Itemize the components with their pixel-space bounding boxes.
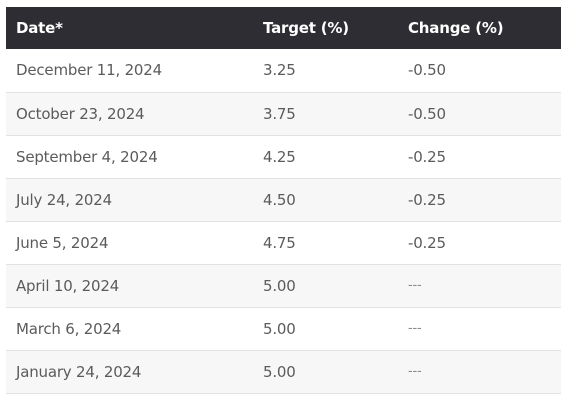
cell-date: September 4, 2024 [16, 147, 158, 166]
cell-change: --- [408, 278, 422, 293]
table-row: December 11, 2024 3.25 -0.50 [6, 49, 561, 92]
column-header-change: Change (%) [408, 19, 504, 37]
cell-change: -0.25 [408, 190, 446, 209]
cell-target: 5.00 [263, 362, 296, 381]
cell-date: July 24, 2024 [16, 190, 112, 209]
cell-target: 3.75 [263, 104, 296, 123]
cell-date: April 10, 2024 [16, 276, 120, 295]
table-row: July 24, 2024 4.50 -0.25 [6, 178, 561, 221]
cell-target: 4.75 [263, 233, 296, 252]
table-header: Date* Target (%) Change (%) [6, 7, 561, 49]
column-header-date: Date* [16, 19, 63, 37]
cell-target: 4.50 [263, 190, 296, 209]
table-row: June 5, 2024 4.75 -0.25 [6, 221, 561, 264]
rate-history-table: Date* Target (%) Change (%) December 11,… [6, 7, 561, 394]
table-row: March 6, 2024 5.00 --- [6, 307, 561, 350]
cell-target: 3.25 [263, 61, 296, 80]
table-row: October 23, 2024 3.75 -0.50 [6, 92, 561, 135]
cell-target: 4.25 [263, 147, 296, 166]
cell-change: -0.50 [408, 61, 446, 80]
table-row: September 4, 2024 4.25 -0.25 [6, 135, 561, 178]
cell-date: March 6, 2024 [16, 319, 122, 338]
cell-target: 5.00 [263, 319, 296, 338]
cell-change: -0.25 [408, 233, 446, 252]
table-body: December 11, 2024 3.25 -0.50 October 23,… [6, 49, 561, 393]
cell-change: --- [408, 321, 422, 336]
column-header-target: Target (%) [263, 19, 349, 37]
cell-date: October 23, 2024 [16, 104, 145, 123]
cell-change: -0.50 [408, 104, 446, 123]
cell-target: 5.00 [263, 276, 296, 295]
cell-date: January 24, 2024 [16, 362, 142, 381]
table-row: January 24, 2024 5.00 --- [6, 350, 561, 393]
cell-change: --- [408, 364, 422, 379]
table-header-row: Date* Target (%) Change (%) [6, 7, 561, 49]
cell-date: June 5, 2024 [16, 233, 109, 252]
rate-history-table-container: Date* Target (%) Change (%) December 11,… [6, 7, 561, 394]
table-row: April 10, 2024 5.00 --- [6, 264, 561, 307]
cell-change: -0.25 [408, 147, 446, 166]
cell-date: December 11, 2024 [16, 61, 162, 80]
